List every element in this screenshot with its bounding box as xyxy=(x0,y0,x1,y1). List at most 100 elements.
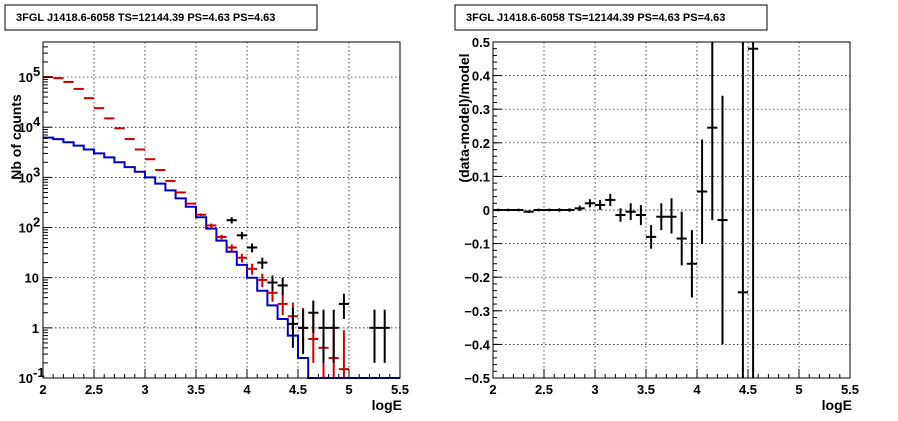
counts-y-tick-label: 1 xyxy=(32,321,39,336)
residual-x-tick-label: 3.5 xyxy=(637,382,655,397)
residual-point xyxy=(523,210,534,214)
counts-y-tick-label: 10 xyxy=(19,170,33,185)
counts-y-tick-label: 10 xyxy=(19,70,33,85)
counts-black-point xyxy=(298,309,309,355)
residual-y-tick-label: 0.4 xyxy=(472,69,491,84)
counts-title: 3FGL J1418.6-6058 TS=12144.39 PS=4.63 PS… xyxy=(16,12,275,24)
counts-x-tick-label: 5 xyxy=(345,382,352,397)
residual-point xyxy=(635,204,646,226)
counts-red-point xyxy=(124,138,135,141)
counts-black-point xyxy=(277,277,288,296)
residual-y-tick-label: 0.1 xyxy=(472,169,490,184)
residual-point xyxy=(503,208,514,212)
residual-point xyxy=(533,208,544,212)
counts-red-point xyxy=(155,169,166,172)
residual-point xyxy=(595,199,606,210)
residual-y-tick-label: 0.5 xyxy=(472,35,490,50)
residual-title-box xyxy=(454,4,768,31)
counts-y-tick-label: 10 xyxy=(19,120,33,135)
counts-x-tick-label: 5.5 xyxy=(391,382,409,397)
residual-grid xyxy=(493,42,850,378)
residual-point xyxy=(574,205,585,212)
counts-black-point xyxy=(247,243,258,253)
residual-y-tick-label: 0.3 xyxy=(472,102,490,117)
counts-panel: 3FGL J1418.6-6058 TS=12144.39 PS=4.63 PS… xyxy=(4,4,409,413)
residual-x-axis-label: logE xyxy=(822,397,852,413)
counts-black-point xyxy=(338,293,349,320)
residual-point xyxy=(584,199,595,208)
residual-point xyxy=(625,203,636,221)
counts-x-tick-label: 2 xyxy=(39,382,46,397)
counts-black-point xyxy=(257,257,268,269)
counts-red-point xyxy=(277,292,288,316)
counts-red-point xyxy=(63,80,74,83)
counts-black-point xyxy=(267,275,278,291)
residual-point xyxy=(544,208,555,212)
residual-axes: 2 2.5 3 3.5 4 4.5 5 5.5 −0.5 −0.4 −0.3 −0.2 −0.1 0 0.1… xyxy=(464,35,859,397)
counts-y-tick-exponent: -1 xyxy=(33,365,45,380)
counts-black-point xyxy=(379,309,390,363)
counts-red-point xyxy=(196,213,207,216)
counts-y-axis-label: Nb of counts xyxy=(8,94,24,180)
residual-panel: 3FGL J1418.6-6058 TS=12144.39 PS=4.63 PS… xyxy=(454,4,859,413)
counts-x-tick-label: 4 xyxy=(243,382,251,397)
residual-point xyxy=(707,42,718,221)
counts-black-point xyxy=(318,309,329,363)
counts-x-tick-label: 3.5 xyxy=(187,382,205,397)
residual-point xyxy=(554,208,565,212)
residual-y-tick-label: 0 xyxy=(483,203,490,218)
counts-y-tick-label: 10 xyxy=(19,371,33,386)
counts-black-point xyxy=(328,309,339,363)
counts-y-tick-exponent: 4 xyxy=(33,114,41,129)
counts-model-step-line xyxy=(43,136,400,379)
residual-y-tick-label: 0.2 xyxy=(472,136,490,151)
counts-y-tick-exponent: 2 xyxy=(33,215,40,230)
residual-point xyxy=(605,193,616,206)
residual-point xyxy=(656,203,667,231)
residual-point xyxy=(564,208,575,212)
residual-point xyxy=(686,230,697,298)
counts-black-point xyxy=(369,309,380,363)
residual-x-tick-label: 3 xyxy=(591,382,598,397)
counts-red-point xyxy=(165,179,176,182)
residual-point xyxy=(646,225,657,249)
residual-point xyxy=(676,211,687,266)
counts-plot-frame xyxy=(42,41,401,379)
residual-point xyxy=(717,95,728,345)
residual-point xyxy=(666,198,677,234)
counts-y-tick-label: 10 xyxy=(19,221,33,236)
counts-red-point xyxy=(226,244,237,252)
counts-red-point xyxy=(185,202,196,205)
counts-red-point xyxy=(247,263,258,275)
residual-point xyxy=(697,139,708,244)
residual-x-tick-label: 4.5 xyxy=(739,382,757,397)
counts-red-point xyxy=(206,223,217,228)
counts-red-point xyxy=(145,158,156,161)
counts-y-tick-exponent: 5 xyxy=(33,64,40,79)
counts-x-tick-label: 2.5 xyxy=(85,382,103,397)
counts-black-point xyxy=(308,300,319,333)
residual-x-tick-label: 2.5 xyxy=(535,382,553,397)
residual-point xyxy=(513,208,524,212)
residual-x-tick-label: 2 xyxy=(489,382,496,397)
counts-x-axis-label: logE xyxy=(372,397,402,413)
residual-x-tick-label: 5 xyxy=(795,382,802,397)
counts-red-point xyxy=(236,253,247,263)
residual-title: 3FGL J1418.6-6058 TS=12144.39 PS=4.63 PS… xyxy=(466,12,725,24)
residual-y-tick-label: −0.5 xyxy=(464,371,490,386)
counts-y-tick-exponent: 3 xyxy=(33,164,40,179)
counts-red-point xyxy=(257,273,268,288)
counts-y-tick-label: 10 xyxy=(25,271,39,286)
residual-point xyxy=(615,208,626,222)
counts-black-point xyxy=(287,307,298,348)
residual-y-tick-label: −0.2 xyxy=(464,270,490,285)
counts-red-point xyxy=(216,234,227,240)
counts-black-point xyxy=(236,231,247,240)
counts-x-tick-label: 4.5 xyxy=(289,382,307,397)
residual-y-axis-label: (data-model)/model xyxy=(456,53,472,182)
counts-grid xyxy=(43,42,400,378)
counts-red-point xyxy=(338,330,349,378)
residual-x-tick-label: 5.5 xyxy=(841,382,859,397)
counts-black-point xyxy=(226,217,237,224)
